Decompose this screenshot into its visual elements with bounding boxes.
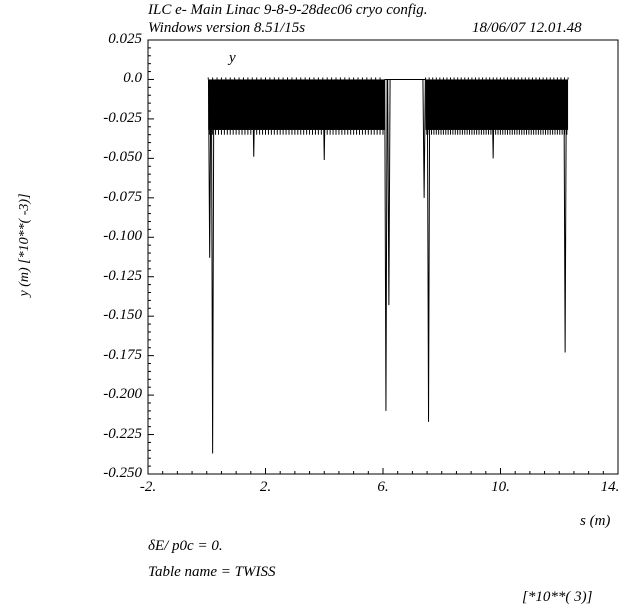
delta-e-label: δE/ p0c = 0.	[148, 538, 223, 554]
spike	[252, 79, 256, 157]
y-tick-label: -0.025	[103, 109, 142, 126]
y-tick-label: -0.200	[103, 386, 142, 403]
oscillation-band	[208, 79, 385, 130]
plot-frame	[147, 39, 619, 475]
spike	[422, 79, 426, 198]
spike	[491, 79, 495, 159]
x-axis-label: s (m)	[580, 513, 611, 529]
program-version: Windows version 8.51/15s	[148, 20, 306, 36]
y-tick-label: -0.050	[103, 149, 142, 166]
y-tick-label: 0.025	[108, 31, 142, 47]
y-tick-label: -0.175	[103, 346, 142, 363]
spike	[426, 79, 431, 422]
oscillation-band	[425, 79, 569, 130]
spike	[210, 79, 215, 454]
spike	[207, 79, 212, 258]
y-tick-label: -0.250	[103, 465, 142, 481]
x-tick-label: 6.	[377, 479, 389, 495]
spike	[384, 79, 388, 411]
y-tick-label: -0.225	[103, 425, 142, 442]
series-label-y: y	[227, 50, 236, 66]
timestamp: 18/06/07 12.01.48	[472, 20, 582, 36]
x-tick-label: 2.	[259, 479, 272, 495]
table-name: Table name = TWISS	[148, 564, 276, 580]
x-tick-label: 10.	[491, 479, 510, 495]
x-multiplier-label: [*10**( 3)]	[522, 589, 593, 605]
y-tick-label: -0.125	[103, 267, 142, 284]
y-tick-label: 0.0	[123, 70, 142, 87]
y-spikes	[207, 79, 567, 454]
x-tick-label: -2.	[139, 479, 157, 495]
spike	[387, 79, 391, 306]
y-tick-label: -0.075	[103, 188, 142, 205]
spike	[322, 79, 326, 160]
plot-title: ILC e- Main Linac 9-8-9-28dec06 cryo con…	[148, 2, 428, 18]
spike	[563, 79, 567, 353]
y-tick-label: -0.100	[103, 228, 142, 245]
y-tick-label: -0.150	[103, 307, 142, 324]
x-tick-label: 14.	[600, 479, 620, 495]
